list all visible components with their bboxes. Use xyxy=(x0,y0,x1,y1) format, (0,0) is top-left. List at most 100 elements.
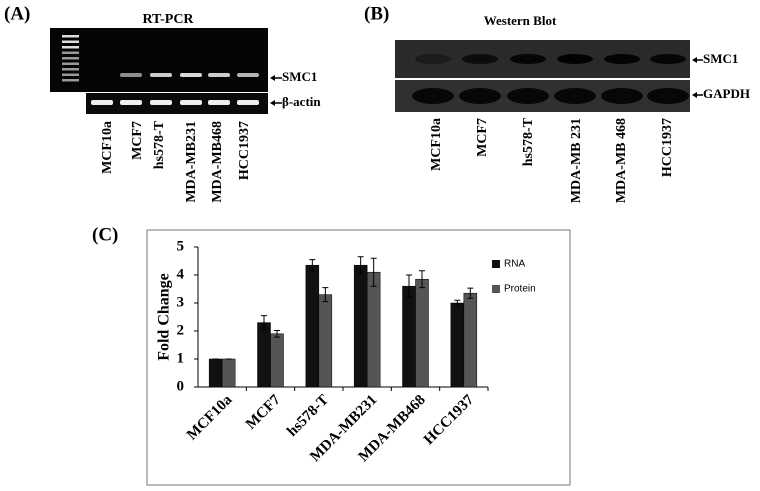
y-tick-label: 0 xyxy=(177,378,185,394)
lane-label: HCC1937 xyxy=(660,118,675,177)
lane-label: MCF7 xyxy=(130,121,145,160)
band xyxy=(180,100,202,105)
band xyxy=(415,54,451,64)
arrow-head xyxy=(692,92,697,98)
chart-frame xyxy=(146,229,571,486)
band xyxy=(462,54,498,64)
gel-bands xyxy=(62,35,259,105)
error-bar xyxy=(419,270,425,289)
band xyxy=(150,73,172,77)
lane-label: MDA-MB468 xyxy=(210,121,225,203)
band xyxy=(91,100,113,105)
band xyxy=(120,100,142,105)
bar xyxy=(305,264,320,388)
ladder-band xyxy=(62,79,79,82)
legend-label: Protein xyxy=(504,284,536,295)
error-bar xyxy=(454,299,461,307)
bar xyxy=(402,285,416,388)
band xyxy=(237,73,259,77)
gel xyxy=(86,93,268,114)
band xyxy=(208,100,230,105)
band xyxy=(120,73,142,77)
ladder-band xyxy=(62,62,79,65)
bar xyxy=(450,302,465,388)
panel-label: (B) xyxy=(364,3,389,24)
y-tick-label: 2 xyxy=(177,322,185,338)
band xyxy=(180,73,202,77)
legend-label: RNA xyxy=(504,259,525,270)
x-tick-label: MCF7 xyxy=(243,392,284,433)
error-bar xyxy=(322,287,329,303)
error-bar xyxy=(274,329,280,338)
band xyxy=(507,88,549,104)
legend-swatch xyxy=(492,260,500,268)
y-tick-label: 4 xyxy=(177,266,185,282)
lane-label: MDA-MB231 xyxy=(184,121,199,203)
error-bar xyxy=(370,257,377,287)
error-bar xyxy=(406,274,412,298)
panel-title: RT-PCR xyxy=(142,12,194,27)
x-tick-label: MCF10a xyxy=(184,392,236,444)
lane-label: HCC1937 xyxy=(237,121,252,180)
band xyxy=(647,88,689,104)
band-label: GAPDH xyxy=(703,86,750,101)
band xyxy=(604,54,640,64)
band-label: β-actin xyxy=(282,94,321,109)
lane-label: MDA-MB 231 xyxy=(569,118,584,203)
lane-label: MDA-MB 468 xyxy=(614,118,629,203)
lane-label: hs578-T xyxy=(152,120,167,169)
bar xyxy=(353,264,368,388)
bar xyxy=(366,271,381,388)
y-tick-label: 3 xyxy=(177,294,185,310)
x-tick-label: HCC1937 xyxy=(421,392,477,448)
bar xyxy=(270,333,284,388)
band xyxy=(510,54,546,64)
error-bar xyxy=(467,287,474,299)
band xyxy=(412,88,454,104)
ladder-band xyxy=(62,40,79,43)
panel-title: Western Blot xyxy=(484,13,557,28)
arrow-head xyxy=(270,100,275,106)
band-label: SMC1 xyxy=(282,69,317,84)
arrow-head xyxy=(692,57,697,63)
legend-swatch xyxy=(492,285,500,293)
band xyxy=(554,88,596,104)
band xyxy=(208,73,230,77)
ladder-band xyxy=(62,51,79,54)
bar xyxy=(463,292,478,388)
y-tick-label: 1 xyxy=(177,350,185,366)
band xyxy=(237,100,259,105)
error-bar xyxy=(261,315,267,331)
ladder-band xyxy=(62,68,79,71)
lane-label: MCF7 xyxy=(475,118,490,157)
band xyxy=(459,88,501,104)
band xyxy=(650,54,686,64)
band xyxy=(557,54,593,64)
arrow-head xyxy=(270,75,275,81)
lane-label: hs578-T xyxy=(521,117,536,166)
band-label: SMC1 xyxy=(703,51,738,66)
ladder-band xyxy=(62,35,79,38)
bar xyxy=(318,294,333,388)
x-tick-label: hs578-T xyxy=(284,392,332,440)
blot-bands xyxy=(412,54,689,104)
bar xyxy=(415,278,429,388)
panel-label: (C) xyxy=(92,224,118,245)
ladder-band xyxy=(62,46,79,49)
lane-label: MCF10a xyxy=(429,118,444,171)
band xyxy=(150,100,172,105)
bar xyxy=(208,358,223,388)
panel-label: (A) xyxy=(4,3,30,24)
bar xyxy=(257,322,271,388)
gel xyxy=(50,28,268,92)
error-bar xyxy=(357,256,364,275)
ladder-band xyxy=(62,73,79,76)
y-axis-label: Fold Change xyxy=(156,273,173,361)
lane-label: MCF10a xyxy=(100,121,115,174)
error-bar xyxy=(309,259,316,272)
ladder-band xyxy=(62,57,79,60)
y-tick-label: 5 xyxy=(177,238,185,254)
bar xyxy=(221,358,236,388)
